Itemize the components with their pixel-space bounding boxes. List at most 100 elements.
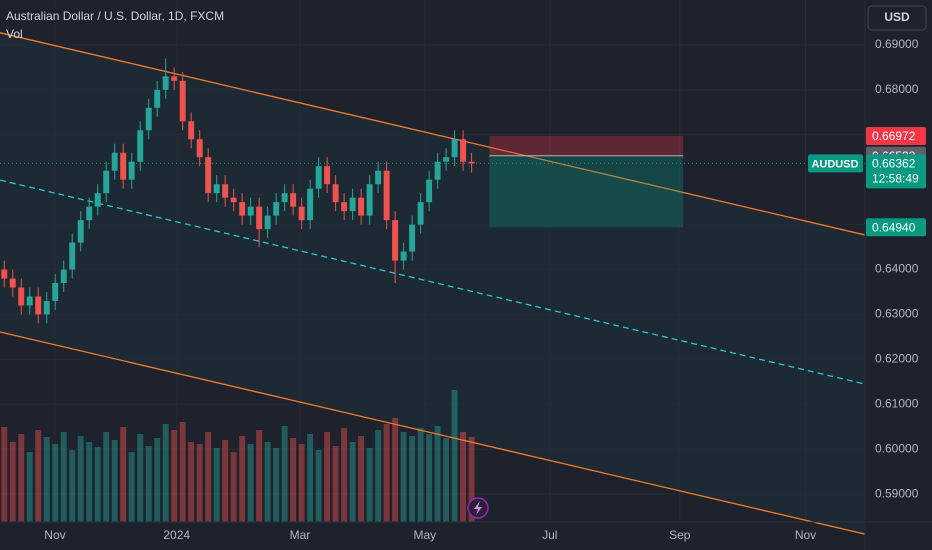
volume-bar <box>332 446 339 522</box>
candle-body <box>400 251 407 261</box>
volume-bar <box>383 424 390 522</box>
volume-bar <box>120 427 127 522</box>
volume-bar <box>451 390 458 522</box>
candle-body <box>222 184 229 198</box>
candle-body <box>256 206 263 230</box>
candle-body <box>69 242 76 270</box>
volume-bar <box>111 440 118 522</box>
last-price-label: 0.66362 <box>872 157 916 171</box>
volume-bar <box>103 432 110 522</box>
candle-body <box>426 179 433 203</box>
y-tick-label: 0.60000 <box>875 441 919 455</box>
stop-zone <box>489 136 684 156</box>
candle-body <box>281 193 288 203</box>
volume-bar <box>341 428 348 522</box>
candle-body <box>460 139 467 162</box>
candle-body <box>324 166 331 185</box>
candle-body <box>179 80 186 122</box>
price-axis <box>865 0 932 550</box>
currency-button[interactable] <box>867 5 927 31</box>
candle-body <box>273 202 280 216</box>
candle-body <box>1 269 8 279</box>
symbol-tag <box>808 154 863 173</box>
volume-bar <box>213 448 220 522</box>
x-tick-label: Sep <box>669 528 691 542</box>
volume-bar <box>128 452 135 522</box>
candle-body <box>349 197 356 212</box>
candle-body <box>94 193 101 207</box>
candle-body <box>205 157 212 194</box>
candle-body <box>392 220 399 261</box>
y-tick-label: 0.59000 <box>875 486 919 500</box>
indicator-label: Vol <box>6 27 23 41</box>
candle-body <box>315 166 322 189</box>
volume-bar <box>179 422 186 522</box>
x-tick-label: Nov <box>795 528 816 542</box>
volume-bar <box>417 428 424 522</box>
volume-bar <box>468 437 475 522</box>
candle-body <box>120 152 127 180</box>
chart-title: Australian Dollar / U.S. Dollar, 1D, FXC… <box>6 9 224 23</box>
symbol-tag-label: AUDUSD <box>811 158 858 170</box>
volume-bar <box>392 418 399 522</box>
volume-bar <box>26 452 33 522</box>
candle-body <box>145 107 152 131</box>
volume-bar <box>426 434 433 522</box>
candle-body <box>188 121 195 140</box>
candle-body <box>154 89 161 108</box>
candle-body <box>375 170 382 185</box>
candle-body <box>298 206 305 221</box>
candle-body <box>128 161 135 180</box>
y-tick-label: 0.63000 <box>875 307 919 321</box>
candle-body <box>451 139 458 158</box>
candle-body <box>247 206 254 216</box>
candle-body <box>52 283 59 301</box>
volume-bar <box>307 434 314 522</box>
volume-bar <box>222 440 229 522</box>
y-tick-label: 0.62000 <box>875 352 919 366</box>
candle-body <box>290 193 297 207</box>
volume-bar <box>196 444 203 522</box>
volume-bar <box>434 426 441 522</box>
volume-bar <box>86 442 93 522</box>
volume-bar <box>94 447 101 522</box>
x-tick-label: Mar <box>290 528 311 542</box>
candle-body <box>77 220 84 243</box>
volume-bar <box>154 438 161 522</box>
candle-body <box>162 76 169 90</box>
volume-bar <box>230 452 237 522</box>
candle-body <box>196 139 203 158</box>
volume-bar <box>171 430 178 522</box>
candle-body <box>417 202 424 225</box>
volume-bar <box>60 432 67 522</box>
x-tick-label: Jul <box>542 528 557 542</box>
channel-line <box>0 179 866 385</box>
volume-bar <box>205 432 212 522</box>
volume-bar <box>443 438 450 522</box>
price-tag-label: 0.64940 <box>872 220 916 234</box>
price-tag <box>866 218 926 237</box>
candle-body <box>230 197 237 203</box>
volume-bar <box>77 436 84 522</box>
candle-body <box>341 202 348 212</box>
channel-line <box>0 331 866 535</box>
candle-body <box>307 188 314 221</box>
currency-label[interactable]: USD <box>884 10 910 24</box>
candle-body <box>103 170 110 194</box>
candle-body <box>60 269 67 284</box>
volume-bar <box>256 430 263 522</box>
volume-bar <box>18 434 25 522</box>
volume-bar <box>247 444 254 522</box>
candle-body <box>383 170 390 221</box>
x-tick-label: Nov <box>44 528 65 542</box>
alert-icon[interactable] <box>474 501 482 515</box>
volume-bar <box>290 438 297 522</box>
volume-bar <box>145 446 152 522</box>
volume-bar <box>324 432 331 522</box>
candle-body <box>434 161 441 180</box>
candle-body <box>111 152 118 171</box>
volume-bar <box>375 430 382 522</box>
volume-bar <box>69 450 76 522</box>
candle-body <box>239 202 246 216</box>
